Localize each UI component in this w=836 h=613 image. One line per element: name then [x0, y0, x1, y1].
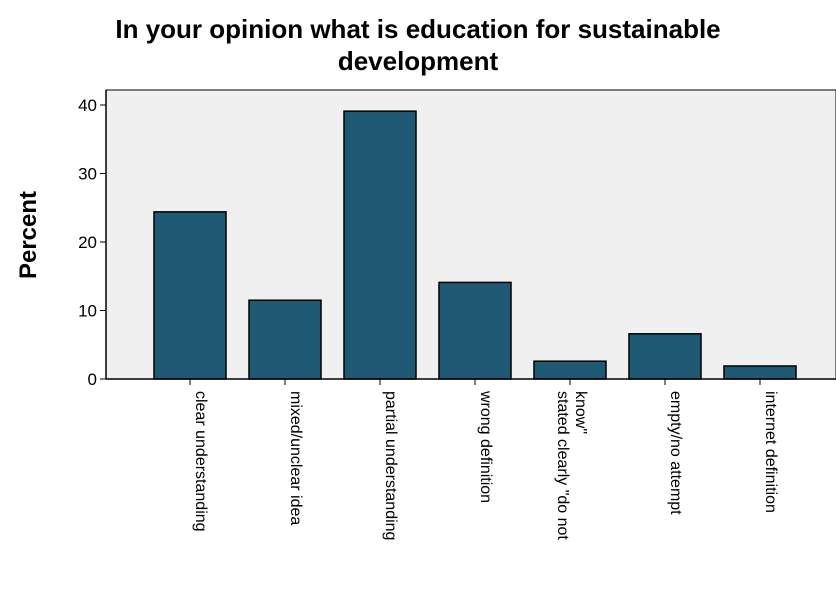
bar	[343, 110, 417, 380]
x-tick-label: wrong definition	[477, 390, 494, 503]
bar	[628, 333, 702, 380]
chart-title-line-1: In your opinion what is education for su…	[115, 14, 721, 44]
bar	[533, 360, 607, 380]
x-tick-label: know"	[572, 391, 589, 434]
y-tick-label: 20	[78, 233, 97, 252]
chart-title-line-2: development	[337, 46, 499, 76]
y-tick-label: 0	[88, 370, 97, 389]
bar	[438, 281, 512, 380]
x-tick-label: internet definition	[762, 391, 779, 513]
y-axis-label: Percent	[15, 191, 42, 279]
x-ticks-group: clear understanding mixed/unclear idea par…	[189, 379, 779, 540]
x-tick-label: stated clearly "do not	[554, 391, 571, 540]
y-ticks-group: 0 10 20 30 40	[78, 96, 106, 389]
y-tick-label: 10	[78, 302, 97, 321]
x-tick-label: mixed/unclear idea	[287, 391, 304, 525]
bar	[153, 211, 227, 380]
y-tick-label: 40	[78, 96, 97, 115]
x-tick-label: clear understanding	[192, 391, 209, 532]
bar	[723, 365, 797, 380]
x-tick-label: empty/no attempt	[667, 391, 684, 515]
x-tick-label: partial understanding	[382, 391, 399, 540]
y-tick-label: 30	[78, 165, 97, 184]
bar	[248, 299, 322, 380]
